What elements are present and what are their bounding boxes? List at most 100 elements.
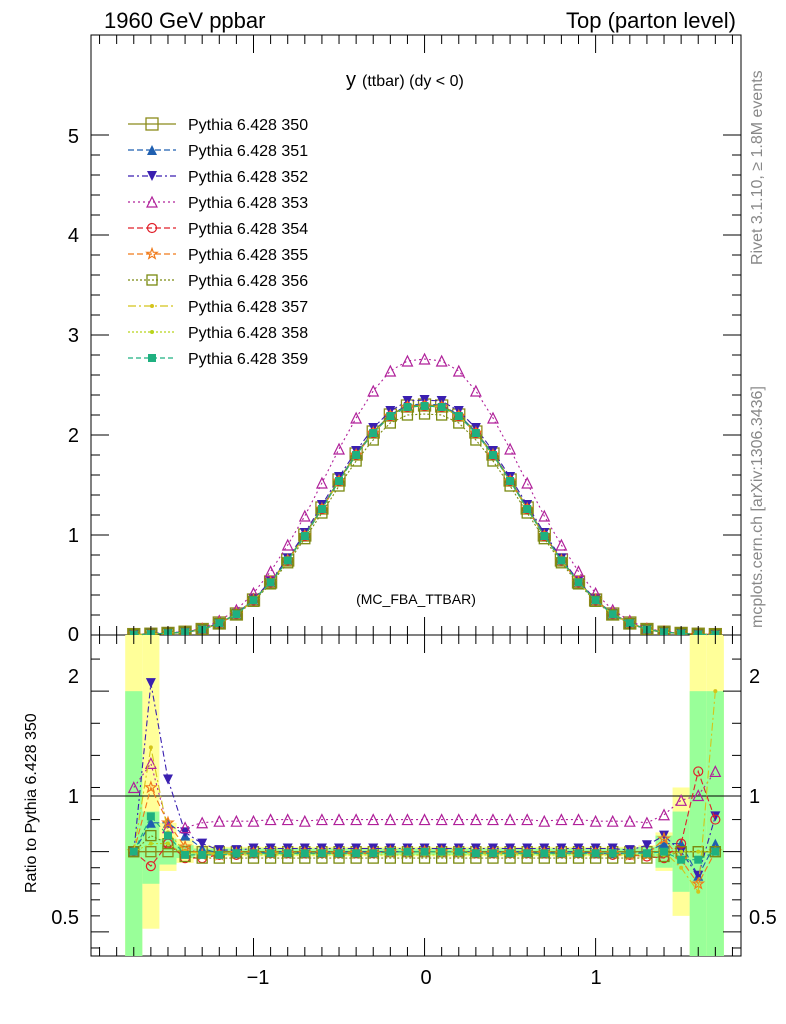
rivet-version-label: Rivet 3.1.10, ≥ 1.8M events <box>749 70 766 265</box>
series-point-9 <box>249 596 258 605</box>
ratio-point-2 <box>298 814 311 827</box>
ratio-point-2 <box>675 793 688 806</box>
series-point-9 <box>283 556 292 565</box>
ratio-point-2 <box>709 765 722 778</box>
ratio-point-8 <box>386 847 395 856</box>
ratio-point-8 <box>198 850 207 859</box>
legend-marker-5 <box>145 246 159 260</box>
legend-label-0: Pythia 6.428 350 <box>188 117 308 134</box>
series-point-9 <box>317 505 326 513</box>
series-point-3 <box>367 384 380 397</box>
ratio-point-8 <box>317 849 326 858</box>
legend-label-1: Pythia 6.428 351 <box>188 143 308 160</box>
ratio-point-8 <box>625 849 634 858</box>
ratio-point-8 <box>694 855 703 864</box>
series-point-9 <box>506 477 515 485</box>
x-tick-label-1: 1 <box>590 967 601 989</box>
ratio-point-2 <box>247 814 260 827</box>
main-tick-label-0: 0 <box>68 624 79 646</box>
ratio-point-2 <box>487 813 499 826</box>
series-point-3 <box>384 364 397 377</box>
x-tick-label-0: 0 <box>420 967 431 989</box>
ratio-point-8 <box>146 812 155 821</box>
ratio-point-8 <box>488 849 497 858</box>
ratio-tick-label-2-right: 2 <box>749 666 760 688</box>
ratio-point-2 <box>469 813 482 826</box>
series-point-9 <box>488 451 497 459</box>
ratio-point-8 <box>403 847 412 856</box>
ratio-point-5 <box>709 846 721 858</box>
legend-marker-1 <box>147 145 157 155</box>
legend-label-2: Pythia 6.428 352 <box>188 169 308 186</box>
ratio-point-1 <box>162 774 173 785</box>
ratio-point-2 <box>504 813 517 826</box>
ratio-point-2 <box>281 813 294 826</box>
ratio-point-2 <box>435 813 448 826</box>
legend-marker-6 <box>146 274 158 286</box>
ratio-point-2 <box>264 813 277 826</box>
series-point-9 <box>608 610 617 619</box>
ratio-line-5 <box>133 834 716 859</box>
ratio-point-1 <box>659 830 670 841</box>
ratio-point-5 <box>128 846 140 858</box>
series-point-3 <box>418 352 431 365</box>
ratio-point-2 <box>179 821 192 834</box>
series-point-3 <box>504 442 517 455</box>
ratio-point-4 <box>160 815 175 829</box>
series-point-3 <box>521 476 534 489</box>
ratio-point-reference <box>162 846 174 858</box>
axes-group <box>91 35 741 956</box>
series-point-9 <box>215 619 224 628</box>
ratio-point-8 <box>471 849 480 858</box>
legend-label-8: Pythia 6.428 358 <box>188 325 308 342</box>
legend-marker-4 <box>146 222 158 234</box>
ratio-point-2 <box>452 813 465 826</box>
ratio-point-2 <box>367 813 380 826</box>
ratio-point-8 <box>215 850 224 859</box>
series-point-3 <box>298 509 311 522</box>
ratio-point-4 <box>143 780 158 794</box>
ratio-band-green <box>125 691 143 956</box>
ratio-point-8 <box>591 849 600 858</box>
ratio-point-2 <box>127 781 140 794</box>
ratio-point-1 <box>641 840 652 851</box>
ratio-point-4 <box>657 831 672 845</box>
ratio-line-6 <box>133 691 716 894</box>
ratio-point-2 <box>196 816 209 829</box>
ratio-tick-label-05-right: 0.5 <box>749 907 777 929</box>
series-point-3 <box>281 538 294 551</box>
series-point-9 <box>266 578 275 587</box>
ratio-point-2 <box>521 813 534 826</box>
ratio-point-1 <box>197 838 208 849</box>
ratio-point-8 <box>420 847 429 856</box>
series-point-6 <box>607 609 619 621</box>
ratio-band-green <box>689 691 707 956</box>
ratio-point-2 <box>350 813 363 826</box>
series-point-3 <box>350 411 363 424</box>
ratio-point-7 <box>148 841 153 846</box>
ratio-point-3 <box>676 838 687 849</box>
legend-label-3: Pythia 6.428 353 <box>188 195 308 212</box>
series-point-9 <box>557 556 566 565</box>
ratio-point-8 <box>557 849 566 858</box>
main-tick-label-1: 1 <box>68 525 79 547</box>
ratio-point-2 <box>606 814 619 827</box>
main-tick-label-3: 3 <box>68 325 79 347</box>
legend-marker-9 <box>148 354 156 362</box>
legend-label-4: Pythia 6.428 354 <box>188 221 308 238</box>
series-point-9 <box>420 402 429 410</box>
ratio-point-2 <box>538 814 551 827</box>
series-point-9 <box>471 429 480 437</box>
ratio-point-3 <box>145 861 156 872</box>
ratio-point-1 <box>145 678 156 689</box>
legend-label-6: Pythia 6.428 356 <box>188 273 308 290</box>
series-point-3 <box>435 354 448 367</box>
ratio-point-7 <box>679 849 684 854</box>
plot-title-main: y <box>346 69 356 91</box>
series-point-9 <box>591 596 600 605</box>
legend-label-5: Pythia 6.428 355 <box>188 247 308 264</box>
ratio-point-2 <box>692 789 705 802</box>
ratio-point-8 <box>163 831 172 840</box>
ratio-point-1 <box>693 870 704 881</box>
series-point-9 <box>232 610 241 619</box>
